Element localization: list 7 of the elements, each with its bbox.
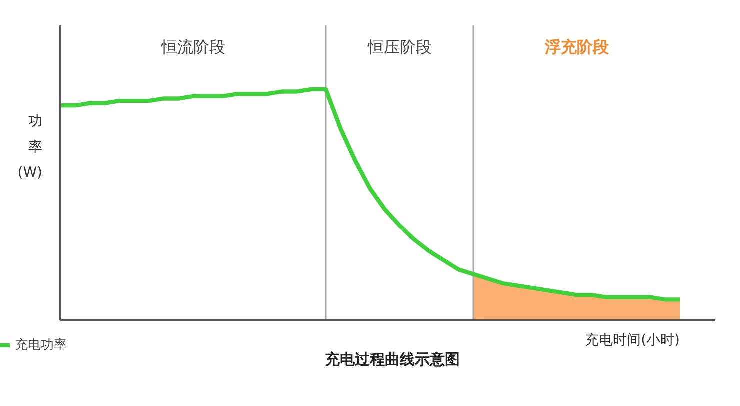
text: 浮充阶段 [544, 38, 610, 56]
text: 恒流阶段 [160, 38, 226, 56]
y-axis-title: 功率(W) [18, 114, 43, 181]
text: 充电过程曲线示意图 [324, 350, 460, 368]
text: 恒压阶段 [366, 38, 432, 56]
legend-label: 充电功率 [15, 337, 67, 354]
x-axis-title: 充电时间(小时) [585, 332, 680, 348]
